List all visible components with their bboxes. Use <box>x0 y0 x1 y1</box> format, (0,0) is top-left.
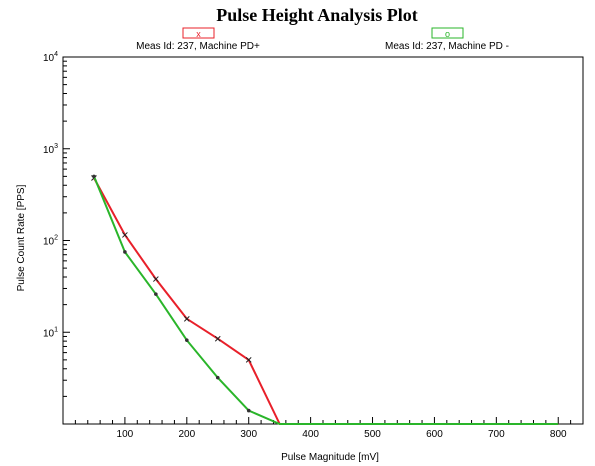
data-point <box>246 408 251 413</box>
y-tick-label: 101 <box>43 326 58 339</box>
legend-label-pd-minus: Meas Id: 237, Machine PD - <box>385 41 509 52</box>
x-tick-label: 300 <box>240 429 257 440</box>
data-point <box>245 357 252 363</box>
data-point <box>154 292 158 296</box>
x-tick-label: 800 <box>550 429 567 440</box>
series-line-pd-plus <box>93 177 559 425</box>
series-layer <box>91 174 559 425</box>
data-point <box>185 338 189 342</box>
x-axis-label: Pulse Magnitude [mV] <box>281 452 379 463</box>
x-tick-label: 100 <box>117 429 134 440</box>
x-tick-label: 400 <box>302 429 319 440</box>
x-tick-label: 200 <box>178 429 195 440</box>
series-line-pd-minus <box>93 176 559 425</box>
data-point <box>153 276 159 282</box>
data-point <box>215 375 220 380</box>
data-point <box>122 232 128 238</box>
legend-label-pd-plus: Meas Id: 237, Machine PD+ <box>136 41 260 52</box>
legend-box-pd-minus <box>431 27 464 39</box>
y-axis-ticks: 101 102 103 104 <box>43 51 70 397</box>
x-tick-label: 700 <box>488 429 505 440</box>
plot-frame <box>62 56 584 425</box>
x-axis-ticks: 100 200 300 400 500 600 700 800 <box>74 417 572 440</box>
x-tick-label: 500 <box>364 429 381 440</box>
data-point <box>183 315 190 322</box>
chart-title: Pulse Height Analysis Plot <box>216 5 418 25</box>
legend-box-pd-plus <box>182 27 215 39</box>
data-point <box>123 250 127 254</box>
y-tick-label: 104 <box>43 51 58 64</box>
y-axis-label: Pulse Count Rate [PPS] <box>16 184 27 291</box>
legend-marker-pd-plus: x <box>196 29 201 39</box>
y-tick-label: 103 <box>43 143 58 156</box>
data-point <box>214 335 221 342</box>
data-point <box>92 174 96 179</box>
plot-border <box>62 56 584 425</box>
y-tick-label: 102 <box>43 235 58 248</box>
x-tick-label: 600 <box>426 429 443 440</box>
legend-marker-pd-minus: o <box>445 29 450 39</box>
